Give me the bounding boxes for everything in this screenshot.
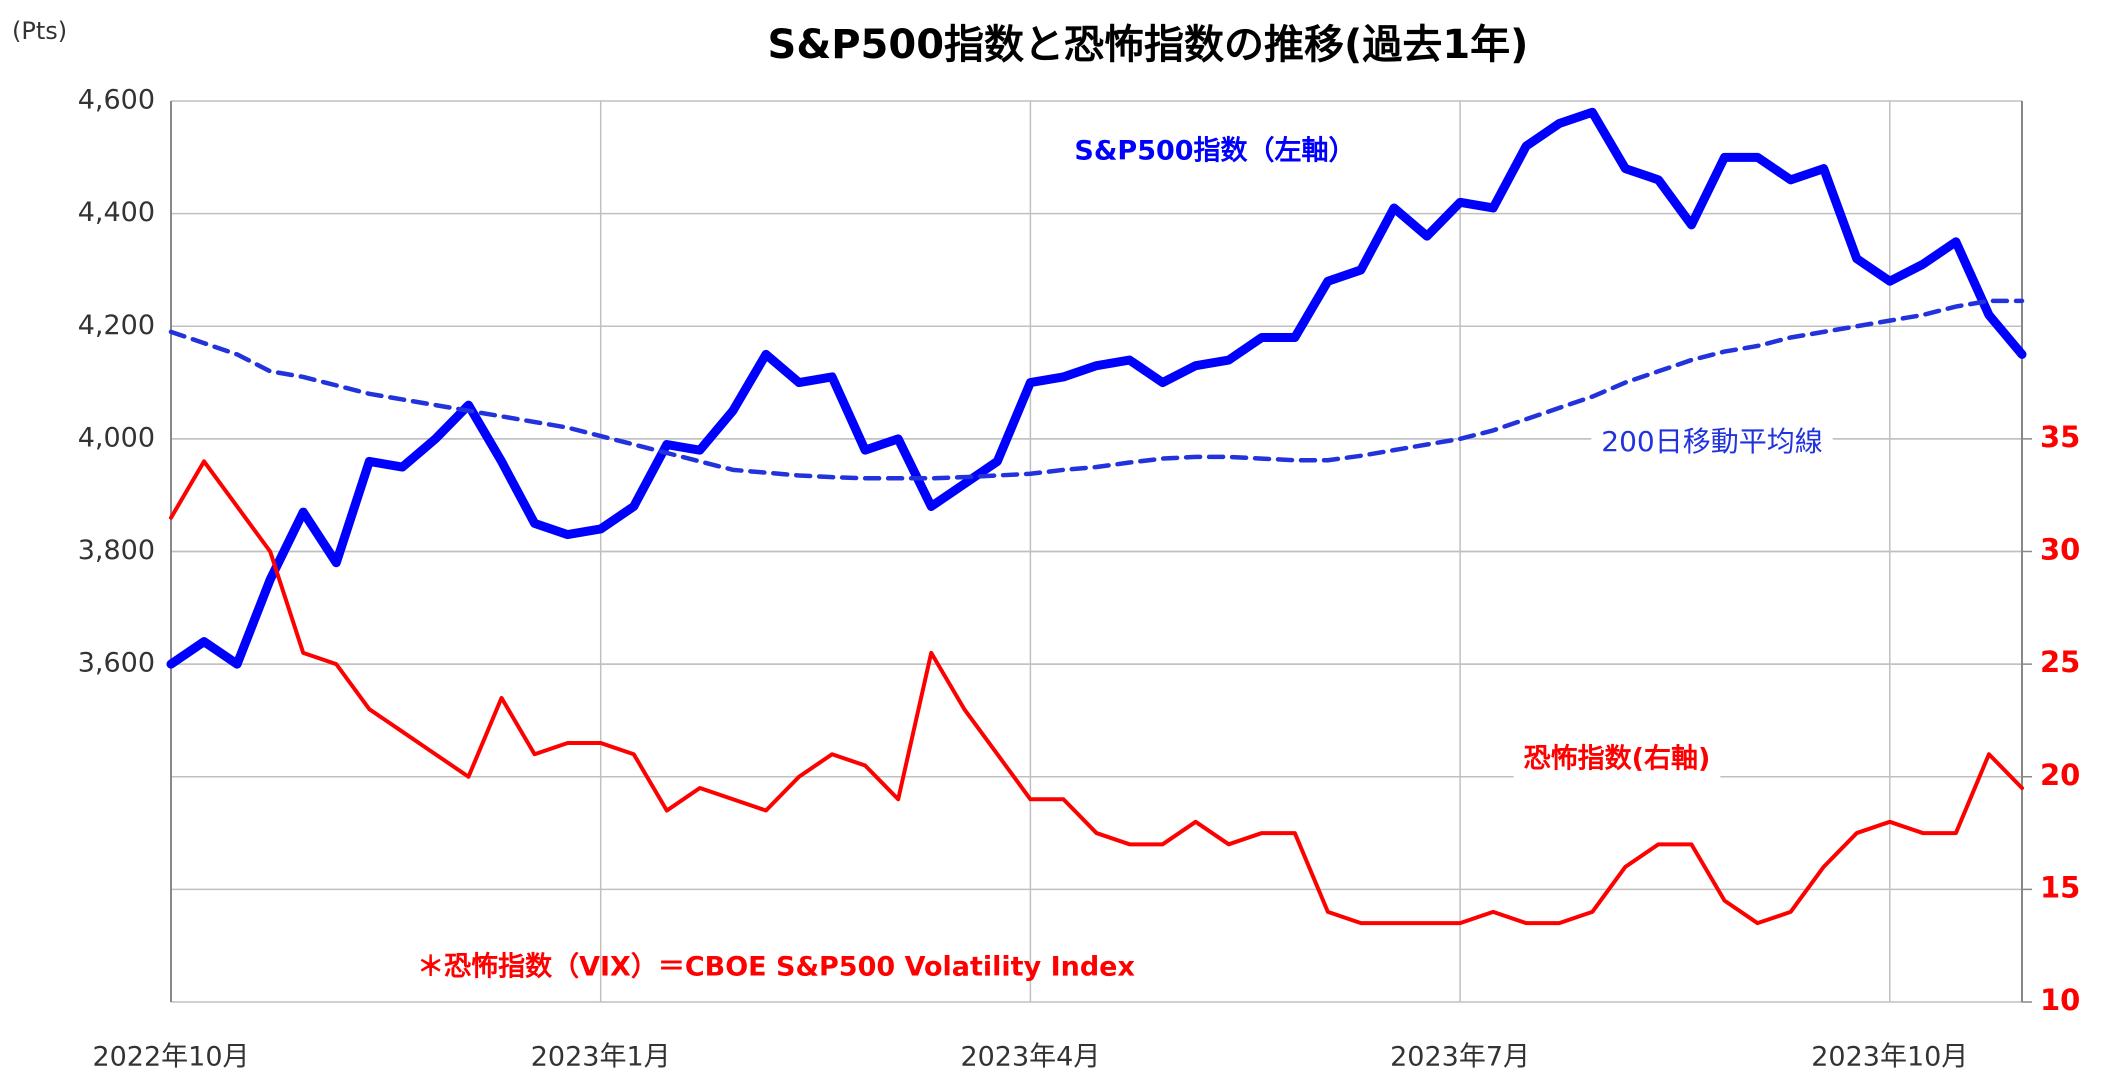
y-tick-label: 4,200 [78,310,155,341]
series-line [168,298,2025,481]
series-label: S&P500指数（左軸） [1074,136,1355,167]
x-tick-label: 2023年1月 [531,1042,671,1073]
y2-tick-label: 35 [2040,420,2080,454]
y2-tick-label: 15 [2040,870,2080,904]
series-line [169,459,2024,926]
y-unit: (Pts) [12,17,67,45]
label-bg [1591,421,1833,462]
y2-tick-label: 25 [2040,645,2080,679]
chart-title: S&P500指数と恐怖指数の推移(過去1年) [768,22,1529,68]
y-tick-label: 4,400 [78,197,155,228]
y-tick-label: 3,800 [78,535,155,566]
label-bg [1513,738,1721,779]
label-bg [1064,131,1366,171]
y2-tick-label: 30 [2040,533,2080,567]
x-tick-label: 2023年7月 [1390,1042,1530,1073]
y-tick-label: 3,600 [78,648,155,679]
x-tick-label: 2023年4月 [960,1042,1100,1073]
series-label: 200日移動平均線 [1601,425,1822,458]
note: ＊恐怖指数（VIX）＝CBOE S&P500 Volatility Index [417,951,1135,983]
series-line [166,107,2027,669]
y-tick-label: 4,000 [78,422,155,453]
y2-tick-label: 20 [2040,758,2080,792]
series-label: 恐怖指数(右軸) [1524,743,1711,775]
y2-tick-label: 10 [2040,983,2080,1017]
y-tick-label: 4,600 [78,85,155,116]
x-tick-label: 2023年10月 [1811,1042,1968,1073]
x-tick-label: 2022年10月 [92,1042,249,1073]
